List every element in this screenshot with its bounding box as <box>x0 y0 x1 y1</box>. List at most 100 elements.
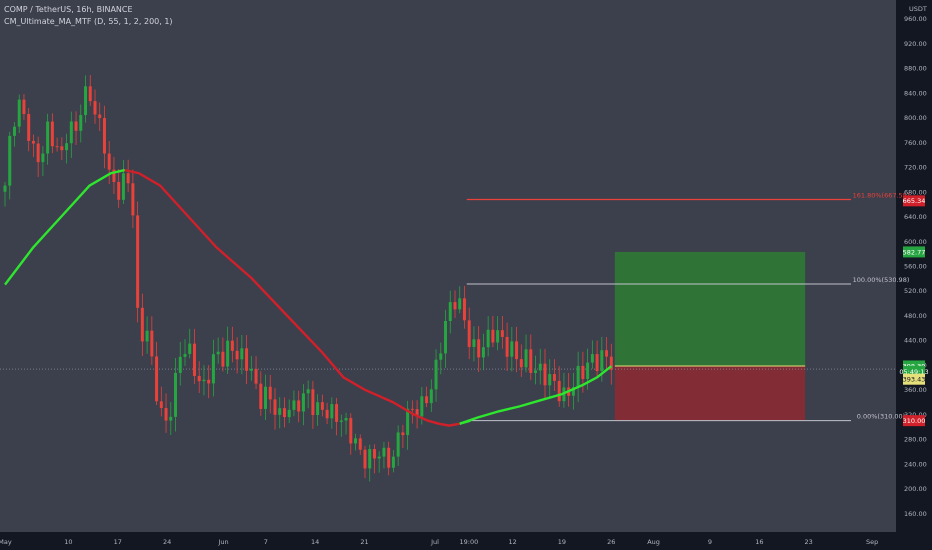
candle-body <box>406 408 410 436</box>
price-tag <box>903 360 925 372</box>
fib-label: 100.00%(530.98) <box>853 276 910 284</box>
candle-body <box>372 449 376 459</box>
y-tick-label: 840.00 <box>904 89 927 97</box>
candle-body <box>595 354 599 372</box>
x-tick-label: 19 <box>558 538 566 546</box>
y-tick-label: 560.00 <box>904 263 927 271</box>
x-tick-label: Jun <box>217 538 228 546</box>
candle-body <box>358 438 362 450</box>
candle-body <box>136 215 140 308</box>
candle-body <box>320 402 324 410</box>
candle-body <box>245 348 249 371</box>
candle-body <box>150 330 154 357</box>
x-tick-label: 9 <box>708 538 712 546</box>
candle-body <box>429 389 433 404</box>
y-tick-label: 800.00 <box>904 114 927 122</box>
candle-body <box>609 356 613 370</box>
candle-body <box>254 368 258 384</box>
price-tag-label: 310.00 <box>903 417 926 425</box>
price-tag <box>903 373 925 385</box>
candle-body <box>363 449 367 469</box>
candle-body <box>486 329 490 348</box>
candle-body <box>552 374 556 381</box>
candle-body <box>557 380 561 402</box>
legend-indicator[interactable]: CM_Ultimate_MA_MTF (D, 55, 1, 2, 200, 1) <box>4 17 173 26</box>
x-tick-label: May <box>0 538 12 546</box>
x-tick-label: 14 <box>311 538 319 546</box>
candle-body <box>278 408 282 415</box>
y-tick-label: 440.00 <box>904 337 927 345</box>
candle-body <box>140 307 144 342</box>
candle-body <box>264 386 268 409</box>
candle-body <box>472 339 476 347</box>
candle-body <box>155 356 159 402</box>
candle-body <box>368 449 372 469</box>
candle-body <box>448 302 452 322</box>
candle-body <box>12 126 16 136</box>
x-tick-label: 24 <box>163 538 171 546</box>
y-tick-label: 160.00 <box>904 510 927 518</box>
candle-body <box>344 418 348 421</box>
y-tick-label: 600.00 <box>904 238 927 246</box>
y-tick-label: 720.00 <box>904 164 927 172</box>
candle-body <box>27 114 31 141</box>
candle-body <box>126 173 130 184</box>
time-axis[interactable] <box>0 532 896 550</box>
candle-body <box>581 365 585 380</box>
fib-label: 161.80%(667.55) <box>853 191 910 199</box>
candle-body <box>183 353 187 357</box>
price-axis[interactable] <box>896 0 932 550</box>
candle-body <box>249 368 253 371</box>
price-tag-label: 665.34 <box>903 197 926 205</box>
candle-body <box>306 389 310 394</box>
candle-body <box>60 146 64 151</box>
candle-body <box>415 409 419 417</box>
candle-body <box>571 387 575 396</box>
candle-body <box>590 354 594 363</box>
candle-body <box>301 393 305 412</box>
candle-body <box>112 169 116 183</box>
candle-body <box>425 396 429 404</box>
candle-body <box>605 350 609 357</box>
x-tick-label: 17 <box>114 538 122 546</box>
candle-body <box>107 153 111 170</box>
price-tag-label: 05:49:13 <box>899 368 928 376</box>
profit-zone <box>614 251 806 366</box>
candle-body <box>453 302 457 310</box>
candle-body <box>354 438 358 444</box>
y-tick-label: 480.00 <box>904 312 927 320</box>
candle-body <box>316 402 320 416</box>
candle-body <box>31 140 35 144</box>
candle-body <box>576 365 580 388</box>
candle-body <box>458 298 462 310</box>
x-tick-label: 16 <box>755 538 763 546</box>
y-tick-label: 920.00 <box>904 40 927 48</box>
candle-body <box>79 115 83 131</box>
candle-body <box>325 409 329 419</box>
candle-body <box>211 354 215 384</box>
candle-body <box>84 86 88 116</box>
candle-body <box>169 416 173 421</box>
x-tick-label: Jul <box>430 538 439 546</box>
y-tick-label: 960.00 <box>904 15 927 23</box>
x-tick-label: 23 <box>805 538 813 546</box>
candle-body <box>197 375 201 382</box>
candle-body <box>410 408 414 410</box>
candle-body <box>401 432 405 436</box>
price-tag <box>903 246 925 258</box>
legend-symbol[interactable]: COMP / TetherUS, 16h, BINANCE <box>4 5 133 14</box>
candle-body <box>230 340 234 351</box>
candle-body <box>188 343 192 354</box>
price-tag <box>903 415 925 427</box>
candle-body <box>282 408 286 418</box>
candle-body <box>467 320 471 347</box>
candle-body <box>240 348 244 360</box>
y-tick-label: 320.00 <box>904 411 927 419</box>
y-tick-label: 280.00 <box>904 436 927 444</box>
x-tick-label: 7 <box>264 538 268 546</box>
candle-body <box>543 363 547 386</box>
candle-body <box>500 330 504 337</box>
candle-body <box>192 343 196 376</box>
